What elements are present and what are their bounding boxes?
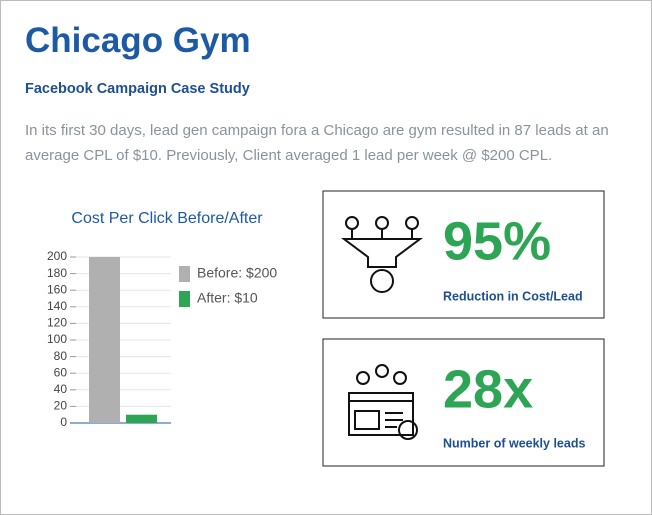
y-tick-label: 20 <box>54 399 68 413</box>
stat-label: Reduction in Cost/Lead <box>443 289 583 303</box>
y-tick-label: 60 <box>54 365 68 379</box>
y-tick-label: 40 <box>54 382 68 396</box>
legend-label: Before: $200 <box>197 265 277 281</box>
legend-swatch <box>179 266 190 282</box>
stat-value: 28x <box>443 359 533 419</box>
stat-label: Number of weekly leads <box>443 436 585 450</box>
funnel-icon <box>341 216 423 293</box>
y-tick-label: 160 <box>47 282 67 296</box>
stat-card <box>322 338 605 467</box>
legend-label: After: $10 <box>197 290 258 306</box>
y-tick-label: 200 <box>47 249 67 263</box>
bar <box>89 257 120 423</box>
stat-card <box>322 190 605 319</box>
y-tick-label: 0 <box>60 415 67 429</box>
stat-value: 95% <box>443 211 551 271</box>
y-tick-label: 80 <box>54 349 68 363</box>
bar <box>126 414 157 423</box>
y-tick-label: 120 <box>47 316 67 330</box>
subtitle: Facebook Campaign Case Study <box>25 81 250 97</box>
chart-title: Cost Per Click Before/After <box>71 210 263 227</box>
title: Chicago Gym <box>25 21 251 60</box>
y-tick-label: 140 <box>47 299 67 313</box>
y-tick-label: 180 <box>47 266 67 280</box>
y-tick-label: 100 <box>47 332 67 346</box>
description: In its first 30 days, lead gen campaign … <box>25 122 609 164</box>
leads-icon <box>348 364 418 440</box>
legend-swatch <box>179 291 190 307</box>
